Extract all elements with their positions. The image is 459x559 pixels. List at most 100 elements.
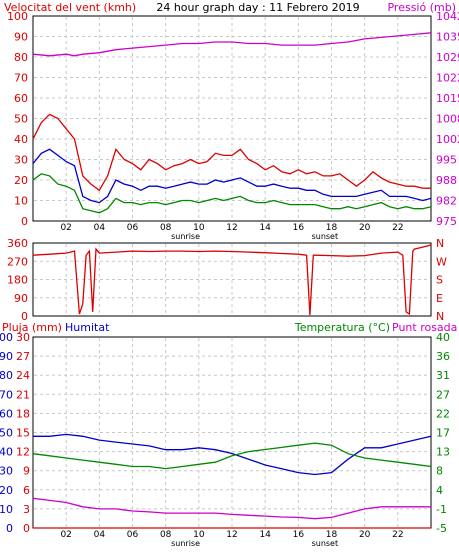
time-label: 14 xyxy=(259,223,271,233)
wind-direction-panel xyxy=(32,242,432,317)
rain-tick: 3 xyxy=(23,503,30,516)
humidity-tick: 30 xyxy=(0,465,13,478)
humidity-tick: 10 xyxy=(0,503,13,516)
humidity-tick: 60 xyxy=(0,407,13,420)
time-label: 08 xyxy=(160,223,172,233)
humidity-line xyxy=(33,433,432,476)
temperature-tick: 8 xyxy=(436,465,443,478)
pressure-tick: 995 xyxy=(436,154,457,167)
rain-tick: 18 xyxy=(16,407,30,420)
wind-gust-line xyxy=(32,113,431,192)
wind-speed-tick: 100 xyxy=(7,10,28,23)
wind-speed-tick: 70 xyxy=(14,72,28,85)
wind-speed-tick: 60 xyxy=(14,92,28,105)
wind-direction-line xyxy=(32,244,432,316)
rain-tick: 24 xyxy=(16,369,30,382)
rain-tick: 21 xyxy=(16,388,30,401)
humidity-tick: 50 xyxy=(0,427,13,440)
wind-speed-title: Velocitat del vent (kmh) xyxy=(4,1,136,14)
rain-tick: 0 xyxy=(23,522,30,535)
time-label: 06 xyxy=(127,223,139,233)
dewpoint-line xyxy=(32,497,431,520)
pressure-tick: 1035 xyxy=(436,31,459,44)
humidity-tick: 40 xyxy=(0,446,13,459)
wind-speed-tick: 30 xyxy=(14,154,28,167)
time-label: 10 xyxy=(193,223,205,233)
pressure-tick: 1002 xyxy=(436,133,459,146)
humidity-tick: 0 xyxy=(6,522,13,535)
time-label: 04 xyxy=(94,530,106,540)
pressure-tick: 1015 xyxy=(436,92,459,105)
pressure-tick: 975 xyxy=(436,215,457,228)
time-label: 04 xyxy=(94,223,106,233)
direction-compass-tick: N xyxy=(436,237,444,250)
sunrise-label: sunrise xyxy=(171,539,200,548)
direction-compass-tick: E xyxy=(436,292,443,305)
graph-title: 24 hour graph day : 11 Febrero 2019 xyxy=(156,1,359,14)
time-label: 10 xyxy=(193,530,205,540)
time-label: 22 xyxy=(392,223,403,233)
humidity-title: Humitat xyxy=(65,321,110,334)
sunrise-label: sunrise xyxy=(171,232,200,241)
humidity-tick: 20 xyxy=(0,484,13,497)
time-label: 18 xyxy=(326,223,338,233)
pressure-tick: 1042 xyxy=(436,10,459,23)
direction-degree-tick: 0 xyxy=(21,310,28,323)
wind-speed-tick: 90 xyxy=(14,31,28,44)
time-label: 08 xyxy=(160,530,172,540)
time-label: 02 xyxy=(60,530,71,540)
sunset-label: sunset xyxy=(312,232,339,241)
time-label: 22 xyxy=(392,530,403,540)
time-label: 06 xyxy=(127,530,139,540)
wind-speed-line xyxy=(32,173,432,214)
temperature-tick: 13 xyxy=(436,446,450,459)
humidity-tick: 80 xyxy=(0,369,13,382)
time-label: 12 xyxy=(226,223,237,233)
temperature-tick: -5 xyxy=(436,522,447,535)
temperature-line xyxy=(32,442,432,470)
humidity-tick: 70 xyxy=(0,388,13,401)
rain-tick: 12 xyxy=(16,446,30,459)
pressure-title: Pressió (mb) xyxy=(387,1,456,14)
humidity-tick: 100 xyxy=(0,331,13,344)
wind-speed-tick: 20 xyxy=(14,174,28,187)
direction-degree-tick: 90 xyxy=(14,292,28,305)
direction-compass-tick: W xyxy=(436,255,447,268)
temperature-tick: 17 xyxy=(436,427,450,440)
temperature-tick: 31 xyxy=(436,369,450,382)
direction-degree-tick: 360 xyxy=(7,237,28,250)
temperature-tick: 27 xyxy=(436,388,450,401)
direction-compass-tick: N xyxy=(436,310,444,323)
humidity-tick: 90 xyxy=(0,350,13,363)
rain-tick: 15 xyxy=(16,427,30,440)
rain-tick: 6 xyxy=(23,484,30,497)
temperature-tick: 22 xyxy=(436,407,450,420)
rain-tick: 27 xyxy=(16,350,30,363)
rain-tick: 30 xyxy=(16,331,30,344)
rain-tick: 9 xyxy=(23,465,30,478)
time-label: 14 xyxy=(259,530,271,540)
pressure-tick: 988 xyxy=(436,174,457,187)
pressure-tick: 982 xyxy=(436,195,457,208)
sunset-label: sunset xyxy=(312,539,339,548)
rain-title: Pluja (mm) xyxy=(2,321,62,334)
time-label: 20 xyxy=(359,530,371,540)
pressure-tick: 1029 xyxy=(436,51,459,64)
temperature-tick: 36 xyxy=(436,350,450,363)
wind-speed-tick: 40 xyxy=(14,133,28,146)
time-label: 12 xyxy=(226,530,237,540)
time-label: 16 xyxy=(293,530,305,540)
time-label: 02 xyxy=(60,223,71,233)
wind-speed-tick: 50 xyxy=(14,113,28,126)
dewpoint-title: Punt rosada xyxy=(392,321,457,334)
wind-pressure-panel xyxy=(32,15,432,222)
temperature-tick: -1 xyxy=(436,503,447,516)
pressure-tick: 1022 xyxy=(436,72,459,85)
time-label: 16 xyxy=(293,223,305,233)
time-label: 20 xyxy=(359,223,371,233)
temperature-title: Temperatura (°C) xyxy=(294,321,390,334)
temperature-tick: 4 xyxy=(436,484,443,497)
direction-degree-tick: 270 xyxy=(7,255,28,268)
